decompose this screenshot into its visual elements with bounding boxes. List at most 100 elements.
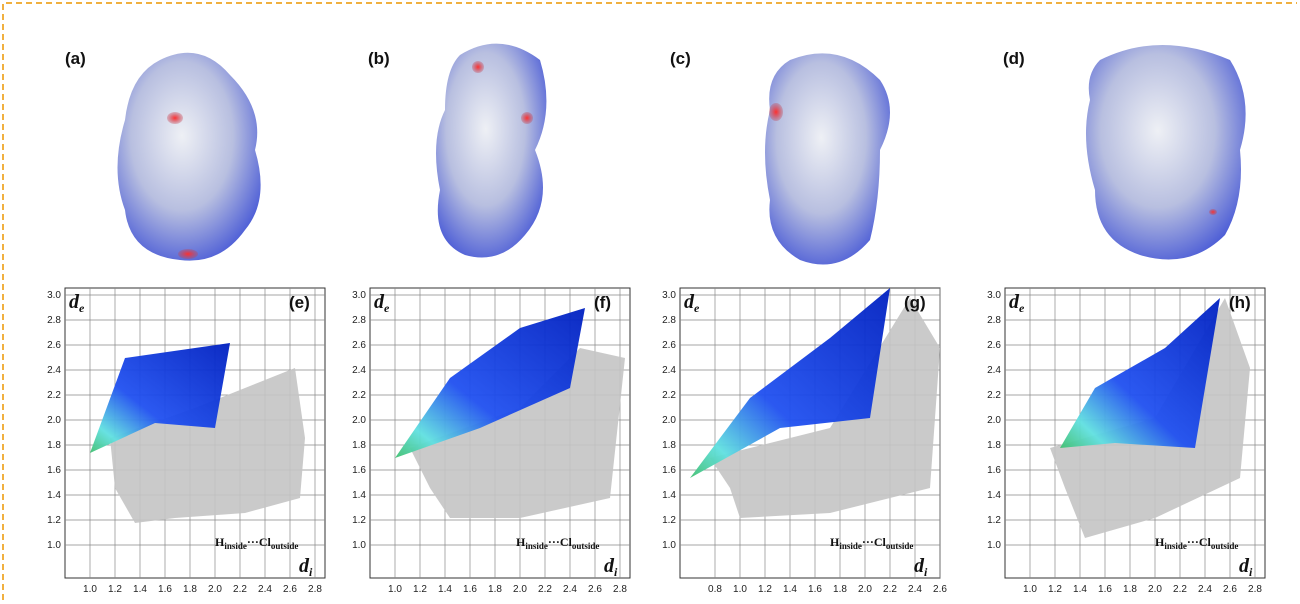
x-tick-label: 1.6 xyxy=(1098,584,1112,595)
x-tick-label: 2.2 xyxy=(883,584,897,595)
y-tick-label: 1.0 xyxy=(662,540,676,551)
text-part: outside xyxy=(271,541,299,551)
fingerprint xyxy=(690,288,940,518)
x-tick-label: 2.2 xyxy=(538,584,552,595)
y-tick-label: 1.6 xyxy=(47,465,61,476)
x-tick-label: 2.2 xyxy=(1173,584,1187,595)
x-tick-label: 2.0 xyxy=(208,584,222,595)
annotation: Hinside···Cloutside xyxy=(1155,535,1238,551)
annotation: Hinside···Cloutside xyxy=(830,535,913,551)
y-tick-label: 1.8 xyxy=(352,440,366,451)
text-part: ···Cl xyxy=(1187,535,1212,549)
y-tick-label: 1.0 xyxy=(987,540,1001,551)
text-part: d xyxy=(69,291,80,313)
cloud-gray xyxy=(110,368,305,523)
y-tick-label: 2.4 xyxy=(352,365,366,376)
text-part: i xyxy=(1249,565,1253,579)
y-tick-label: 2.8 xyxy=(352,315,366,326)
x-tick-label: 2.8 xyxy=(308,584,322,595)
x-tick-label: 2.0 xyxy=(1148,584,1162,595)
fingerprint xyxy=(90,343,305,523)
y-tick-label: 3.0 xyxy=(47,290,61,301)
plot-label: (h) xyxy=(1229,293,1251,312)
cloud-blue xyxy=(90,343,230,453)
y-tick-label: 1.4 xyxy=(662,490,676,501)
x-axis-label: di xyxy=(604,555,618,579)
text-part: d xyxy=(684,291,695,313)
x-tick-label: 2.0 xyxy=(858,584,872,595)
x-tick-label: 1.8 xyxy=(488,584,502,595)
text-part: inside xyxy=(224,541,247,551)
text-part: e xyxy=(384,301,390,315)
text-part: i xyxy=(309,565,313,579)
y-axis-label: de xyxy=(1009,291,1025,315)
text-part: d xyxy=(1239,555,1250,577)
y-tick-label: 1.0 xyxy=(47,540,61,551)
x-tick-label: 1.0 xyxy=(1023,584,1037,595)
y-axis-label: de xyxy=(69,291,85,315)
panel-label: (a) xyxy=(65,49,86,68)
x-tick-label: 1.4 xyxy=(1073,584,1087,595)
y-axis-label: de xyxy=(374,291,390,315)
x-tick-label: 2.6 xyxy=(1223,584,1237,595)
annotation: Hinside···Cloutside xyxy=(516,535,599,551)
text-part: outside xyxy=(886,541,914,551)
text-part: ···Cl xyxy=(247,535,272,549)
panel-label: (d) xyxy=(1003,49,1025,68)
y-tick-label: 2.0 xyxy=(352,415,366,426)
y-tick-label: 1.2 xyxy=(987,515,1001,526)
y-tick-label: 2.0 xyxy=(47,415,61,426)
text-part: outside xyxy=(1211,541,1239,551)
x-tick-label: 2.4 xyxy=(1198,584,1212,595)
cloud-blue xyxy=(1060,298,1220,448)
text-part: e xyxy=(1019,301,1025,315)
x-tick-label: 1.4 xyxy=(133,584,147,595)
y-tick-label: 2.4 xyxy=(47,365,61,376)
y-axis-label: de xyxy=(684,291,700,315)
x-tick-label: 1.2 xyxy=(758,584,772,595)
text-part: ···Cl xyxy=(862,535,887,549)
text-part: inside xyxy=(839,541,862,551)
text-part: H xyxy=(215,535,225,549)
text-part: inside xyxy=(1164,541,1187,551)
y-tick-label: 1.6 xyxy=(662,465,676,476)
x-tick-label: 1.4 xyxy=(783,584,797,595)
x-tick-label: 2.8 xyxy=(1248,584,1262,595)
y-tick-label: 1.8 xyxy=(662,440,676,451)
y-tick-label: 2.8 xyxy=(662,315,676,326)
x-tick-label: 2.6 xyxy=(588,584,602,595)
y-tick-label: 2.6 xyxy=(662,340,676,351)
text-part: inside xyxy=(525,541,548,551)
y-tick-label: 2.6 xyxy=(987,340,1001,351)
x-tick-label: 1.2 xyxy=(108,584,122,595)
y-tick-label: 1.2 xyxy=(352,515,366,526)
y-tick-label: 2.2 xyxy=(987,390,1001,401)
y-tick-label: 2.6 xyxy=(352,340,366,351)
y-tick-label: 1.6 xyxy=(352,465,366,476)
y-tick-label: 2.2 xyxy=(47,390,61,401)
y-tick-label: 3.0 xyxy=(987,290,1001,301)
x-tick-label: 1.2 xyxy=(413,584,427,595)
x-tick-label: 2.0 xyxy=(513,584,527,595)
x-tick-label: 0.8 xyxy=(708,584,722,595)
y-tick-label: 2.2 xyxy=(662,390,676,401)
y-tick-label: 3.0 xyxy=(662,290,676,301)
y-tick-label: 1.6 xyxy=(987,465,1001,476)
cloud-gray xyxy=(410,348,625,518)
x-tick-label: 1.6 xyxy=(808,584,822,595)
x-axis-label: di xyxy=(299,555,313,579)
cloud-blue xyxy=(395,308,585,458)
y-tick-label: 1.4 xyxy=(352,490,366,501)
x-tick-label: 2.6 xyxy=(283,584,297,595)
y-tick-label: 1.4 xyxy=(47,490,61,501)
plot-label: (g) xyxy=(904,293,926,312)
panel-label: (c) xyxy=(670,49,691,68)
text-part: H xyxy=(830,535,840,549)
x-tick-label: 1.8 xyxy=(833,584,847,595)
x-tick-label: 2.8 xyxy=(613,584,627,595)
text-part: outside xyxy=(572,541,600,551)
text-part: e xyxy=(694,301,700,315)
x-tick-label: 1.6 xyxy=(463,584,477,595)
x-tick-label: 2.2 xyxy=(233,584,247,595)
